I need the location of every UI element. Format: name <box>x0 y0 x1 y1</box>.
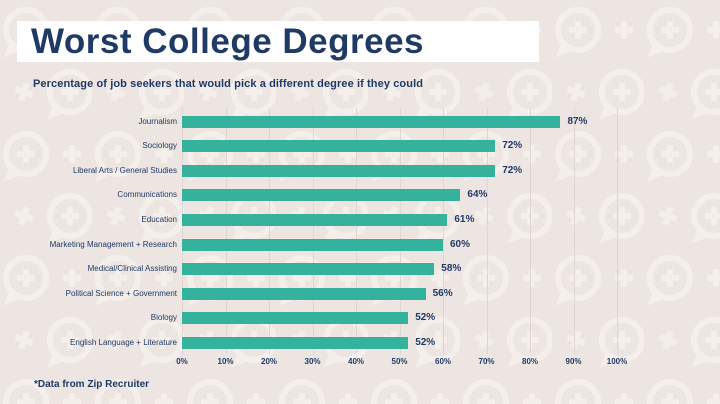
bar-row: Medical/Clinical Assisting 58% <box>0 263 720 276</box>
bar-row: Marketing Management + Research 60% <box>0 238 720 251</box>
category-label: Education <box>141 214 177 224</box>
x-axis-tick-label: 90% <box>565 357 582 366</box>
chart-subtitle: Percentage of job seekers that would pic… <box>33 78 424 90</box>
value-label: 52% <box>415 312 436 324</box>
bar-row: Communications 64% <box>0 189 720 202</box>
bar <box>182 140 496 153</box>
value-label: 58% <box>441 263 462 275</box>
bar-row: English Language + Literature 52% <box>0 336 720 349</box>
bar <box>182 164 496 177</box>
bar <box>182 189 461 202</box>
x-axis-tick-label: 30% <box>304 357 321 366</box>
x-axis-tick-label: 70% <box>478 357 495 366</box>
value-label: 87% <box>567 115 588 127</box>
category-label: Medical/Clinical Assisting <box>87 264 177 274</box>
title-band: Worst College Degrees <box>17 21 539 62</box>
bar <box>182 213 448 226</box>
category-label: Biology <box>150 313 177 323</box>
category-label: Liberal Arts / General Studies <box>72 165 177 175</box>
bar <box>182 336 409 349</box>
category-label: Political Science + Government <box>65 288 177 298</box>
source-footnote: *Data from Zip Recruiter <box>34 379 150 390</box>
value-label: 60% <box>450 238 471 250</box>
page-title: Worst College Degrees <box>31 22 425 61</box>
value-label: 52% <box>415 336 436 348</box>
x-axis-tick-label: 100% <box>606 357 628 366</box>
bar-row: Liberal Arts / General Studies 72% <box>0 164 720 177</box>
x-axis-tick-label: 50% <box>391 357 408 366</box>
value-label: 64% <box>467 189 488 201</box>
bar-row: Journalism 87% <box>0 115 720 128</box>
bar-row: Education 61% <box>0 213 720 226</box>
bar-row: Political Science + Government 56% <box>0 287 720 300</box>
category-label: English Language + Literature <box>70 337 177 347</box>
bar-row: Biology 52% <box>0 312 720 325</box>
x-axis-tick-label: 40% <box>347 357 365 366</box>
value-label: 61% <box>454 213 475 225</box>
bar <box>182 238 443 251</box>
bar-row: Sociology 72% <box>0 140 720 153</box>
bar <box>182 263 435 276</box>
category-label: Journalism <box>138 116 177 126</box>
value-label: 56% <box>432 287 453 299</box>
value-label: 72% <box>502 140 523 152</box>
x-axis-tick-label: 10% <box>217 357 234 366</box>
x-axis-tick-label: 20% <box>260 357 278 366</box>
bar <box>182 287 426 300</box>
x-axis-tick-label: 0% <box>176 357 188 366</box>
x-axis-tick-label: 80% <box>521 357 539 366</box>
category-label: Sociology <box>142 141 177 151</box>
x-axis-tick-label: 60% <box>434 357 452 366</box>
bar <box>182 115 561 128</box>
bar <box>182 312 409 325</box>
value-label: 72% <box>502 164 523 176</box>
category-label: Communications <box>117 190 177 200</box>
category-label: Marketing Management + Research <box>49 239 177 249</box>
